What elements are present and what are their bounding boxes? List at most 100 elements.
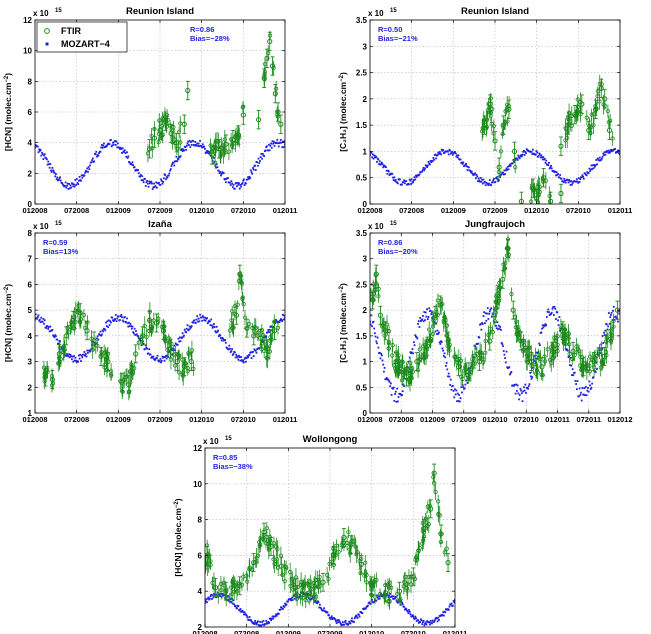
model-point: [442, 355, 445, 357]
model-point: [213, 323, 215, 325]
ftir-point: [481, 357, 486, 362]
ftir-point: [549, 361, 554, 366]
model-point: [43, 319, 46, 322]
ftir-point: [601, 353, 607, 360]
model-point: [481, 182, 484, 185]
model-point: [421, 623, 424, 625]
model-point: [450, 388, 453, 391]
model-point: [279, 141, 282, 144]
model-point: [172, 161, 175, 164]
model-point: [249, 169, 252, 172]
model-point: [417, 619, 419, 622]
model-point: [517, 154, 520, 157]
model-point: [385, 169, 388, 172]
model-point: [617, 320, 619, 323]
model-point: [269, 617, 272, 620]
model-point: [369, 602, 372, 605]
model-point: [227, 600, 230, 602]
model-series: [370, 148, 620, 187]
model-point: [609, 150, 612, 153]
ftir-point: [341, 534, 347, 541]
model-point: [121, 319, 124, 322]
model-point: [479, 176, 482, 179]
model-point: [87, 166, 90, 168]
x-tick-label: 012010: [189, 206, 214, 215]
ftir-point: [311, 581, 317, 586]
ftir-point: [529, 199, 534, 204]
ftir-point: [275, 109, 281, 115]
ftir-point: [230, 325, 235, 331]
model-point: [121, 147, 124, 150]
model-point: [155, 357, 158, 359]
ftir-point: [344, 540, 350, 545]
model-point: [56, 338, 59, 341]
model-point: [102, 144, 105, 147]
model-point: [584, 385, 587, 388]
ftir-point: [302, 581, 308, 586]
model-point: [372, 157, 375, 160]
y-tick-label: 3.5: [356, 16, 368, 25]
model-point: [375, 340, 378, 343]
model-point: [550, 167, 553, 170]
chart-title: Jungfraujoch: [465, 219, 525, 230]
ftir-point: [181, 370, 186, 375]
model-point: [178, 156, 181, 159]
model-point: [454, 151, 456, 153]
y-tick-label: 6: [198, 551, 203, 560]
model-point: [474, 177, 477, 180]
model-point: [521, 153, 524, 156]
ftir-point: [66, 330, 71, 335]
model-point: [256, 164, 259, 167]
model-point: [215, 596, 218, 599]
model-point: [229, 347, 231, 350]
ftir-point: [493, 306, 499, 311]
model-point: [231, 348, 233, 350]
model-point: [451, 153, 454, 156]
ftir-point: [251, 559, 257, 566]
model-point: [516, 389, 518, 392]
model-point: [215, 166, 217, 169]
model-point: [480, 180, 483, 183]
model-point: [219, 171, 222, 173]
model-point: [206, 150, 208, 152]
ftir-series: [41, 264, 281, 401]
x-tick-label: 012011: [273, 415, 298, 424]
y-tick-label: 0: [28, 200, 33, 209]
model-point: [405, 180, 408, 183]
model-point: [171, 163, 174, 166]
ftir-point: [120, 389, 125, 394]
ftir-point: [358, 561, 364, 567]
model-point: [174, 342, 177, 345]
model-point: [218, 172, 221, 174]
model-point: [426, 308, 429, 311]
model-point: [75, 178, 78, 180]
model-point: [341, 623, 344, 626]
model-point: [575, 180, 578, 183]
model-point: [73, 183, 75, 186]
model-point: [304, 594, 307, 597]
ftir-point: [554, 335, 559, 341]
x-tick-label: 012010: [482, 415, 507, 424]
y-tick-label: 0.5: [356, 383, 368, 392]
model-point: [541, 324, 544, 327]
model-point: [231, 354, 234, 356]
model-point: [549, 166, 552, 169]
model-point: [178, 340, 181, 343]
model-point: [169, 168, 172, 171]
y-axis-label-main: [C₂H₂] (molec.cm: [338, 81, 348, 151]
model-point: [43, 322, 45, 325]
model-point: [547, 308, 550, 311]
model-point: [596, 368, 598, 370]
model-point: [507, 168, 510, 171]
model-point: [584, 394, 587, 397]
model-point: [397, 396, 400, 398]
x-tick-label: 012009: [420, 415, 445, 424]
model-point: [480, 328, 483, 331]
model-point: [290, 599, 293, 602]
ftir-point: [72, 326, 77, 331]
model-point: [403, 608, 406, 611]
stats-r: R=0.59: [43, 238, 67, 247]
ftir-point: [430, 331, 436, 336]
model-point: [580, 391, 582, 394]
model-point: [126, 151, 128, 154]
